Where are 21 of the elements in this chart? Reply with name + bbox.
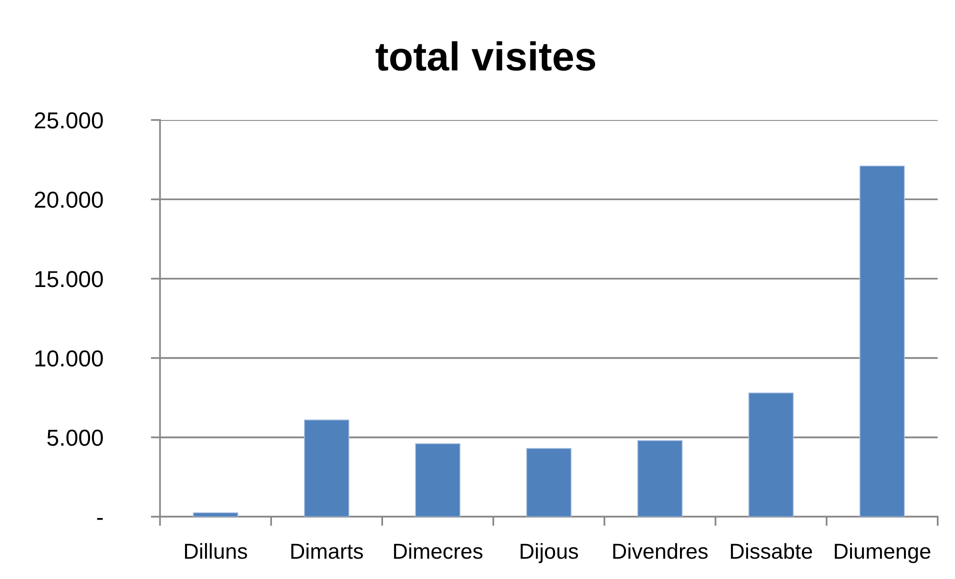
- bar: [415, 443, 460, 517]
- bar: [860, 166, 905, 517]
- y-tick-label: 15.000: [35, 270, 103, 288]
- x-tick-label: Dimecres: [394, 543, 482, 559]
- y-tick-label: 25.000: [34, 112, 103, 129]
- x-tick-label: Dilluns: [185, 543, 248, 559]
- y-tick-label: 10.000: [35, 350, 103, 367]
- x-tick-label: Divendres: [613, 543, 708, 559]
- x-tick-label: Dissabte: [730, 543, 812, 559]
- x-tick-label: Diumenge: [834, 543, 930, 564]
- bar: [748, 392, 794, 517]
- chart-title: total visites: [376, 41, 596, 71]
- x-tick-label: Dimarts: [291, 543, 363, 559]
- bar: [526, 448, 572, 517]
- bar: [637, 440, 683, 517]
- y-tick-label: 5.000: [47, 430, 103, 446]
- y-tick-label: -: [97, 518, 103, 520]
- x-tick-label: Dijous: [520, 543, 578, 564]
- bar: [304, 419, 350, 517]
- y-tick-label: 20.000: [34, 192, 103, 208]
- bar: [192, 512, 238, 517]
